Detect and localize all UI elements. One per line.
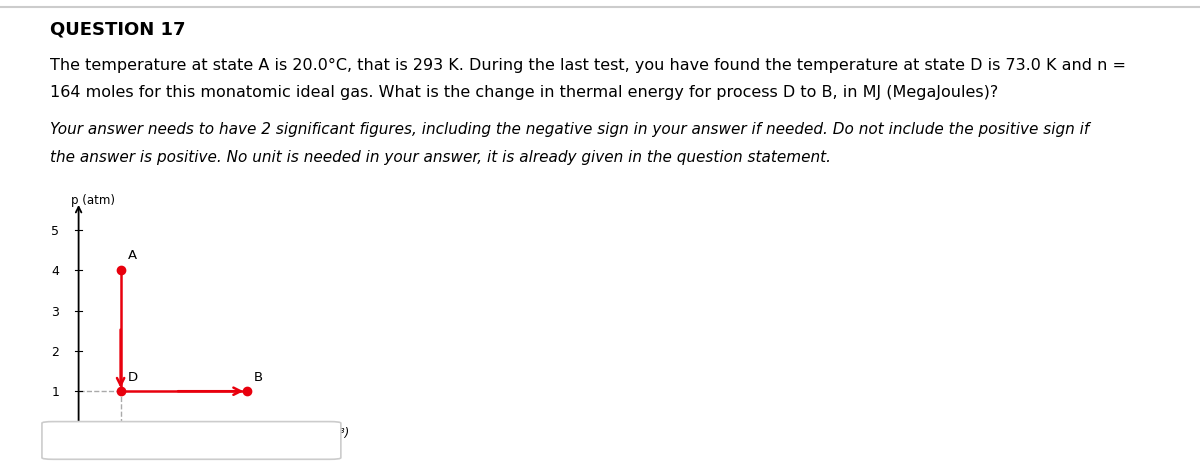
Text: O: O <box>61 436 72 449</box>
Text: 164 moles for this monatomic ideal gas. What is the change in thermal energy for: 164 moles for this monatomic ideal gas. … <box>50 85 998 100</box>
Text: B: B <box>254 371 263 384</box>
Text: p (atm): p (atm) <box>71 194 115 207</box>
Text: Your answer needs to have 2 significant figures, including the negative sign in : Your answer needs to have 2 significant … <box>50 122 1090 137</box>
FancyBboxPatch shape <box>42 422 341 459</box>
Text: D: D <box>128 371 138 384</box>
Text: A: A <box>128 249 137 262</box>
Text: The temperature at state A is 20.0°C, that is 293 K. During the last test, you h: The temperature at state A is 20.0°C, th… <box>50 58 1127 73</box>
Text: QUESTION 17: QUESTION 17 <box>50 21 186 39</box>
Text: the answer is positive. No unit is needed in your answer, it is already given in: the answer is positive. No unit is neede… <box>50 150 832 165</box>
Text: V (m³): V (m³) <box>312 427 349 440</box>
